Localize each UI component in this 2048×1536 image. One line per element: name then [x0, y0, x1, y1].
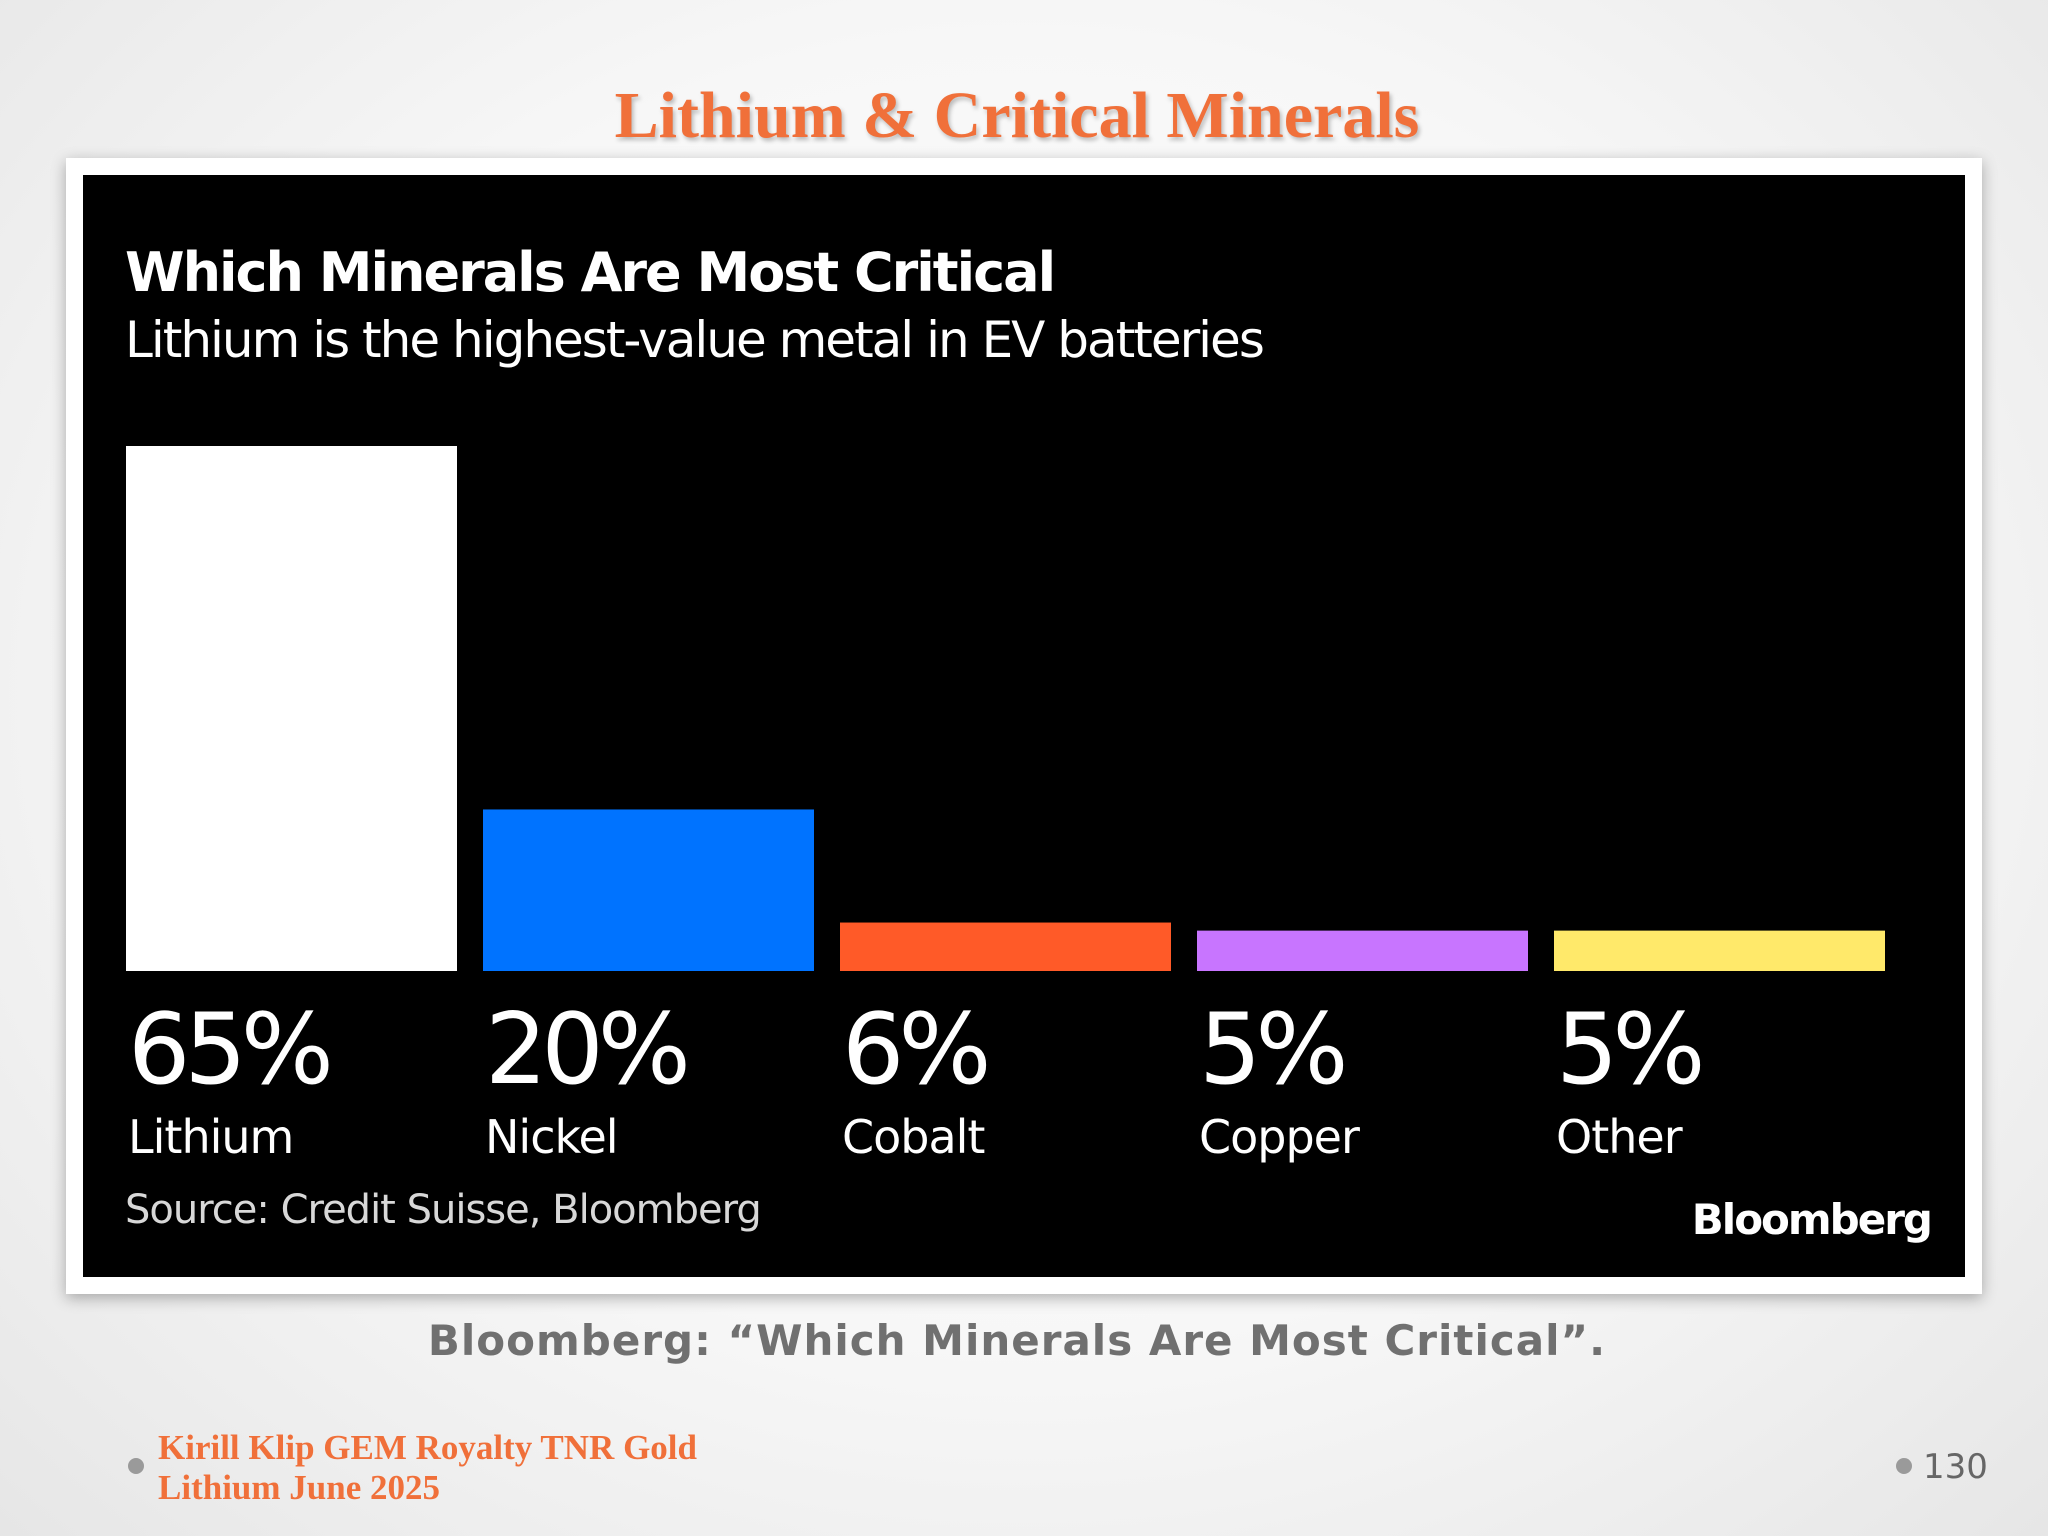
category-label-copper: Copper: [1199, 1110, 1360, 1164]
footer-line-author: Kirill Klip GEM Royalty TNR Gold: [158, 1428, 697, 1467]
category-label-lithium: Lithium: [128, 1110, 293, 1164]
footer-text: Kirill Klip GEM Royalty TNR Gold Lithium…: [158, 1428, 697, 1508]
value-label-copper: 5%: [1199, 993, 1343, 1107]
bar-cobalt: [840, 922, 1171, 971]
slide-caption: Bloomberg: “Which Minerals Are Most Crit…: [427, 1316, 1607, 1365]
chart-frame: Which Minerals Are Most Critical Lithium…: [66, 158, 1982, 1294]
value-label-cobalt: 6%: [842, 993, 986, 1107]
bar-nickel: [483, 809, 814, 971]
chart-title: Which Minerals Are Most Critical: [125, 241, 1056, 304]
chart-source: Source: Credit Suisse, Bloomberg: [125, 1187, 762, 1233]
category-label-nickel: Nickel: [485, 1110, 618, 1164]
page-number: 130: [1923, 1447, 1988, 1487]
chart-panel: Which Minerals Are Most Critical Lithium…: [83, 175, 1965, 1277]
footer-bullet-icon: [128, 1458, 144, 1474]
chart-subtitle: Lithium is the highest-value metal in EV…: [125, 311, 1265, 369]
bar-other: [1554, 930, 1885, 971]
bar-copper: [1197, 930, 1528, 971]
slide-title: Lithium & Critical Minerals: [614, 79, 1420, 152]
value-label-nickel: 20%: [485, 993, 686, 1107]
footer-line-date: Lithium June 2025: [158, 1468, 440, 1507]
bloomberg-logo: Bloomberg: [1691, 1195, 1933, 1244]
bar-chart: 65%Lithium20%Nickel6%Cobalt5%Copper5%Oth…: [126, 446, 1885, 1164]
value-label-other: 5%: [1556, 993, 1700, 1107]
bar-lithium: [126, 446, 457, 971]
category-label-cobalt: Cobalt: [842, 1110, 984, 1164]
value-label-lithium: 65%: [128, 993, 329, 1107]
page-number-bullet-icon: [1896, 1458, 1912, 1474]
category-label-other: Other: [1556, 1110, 1683, 1164]
